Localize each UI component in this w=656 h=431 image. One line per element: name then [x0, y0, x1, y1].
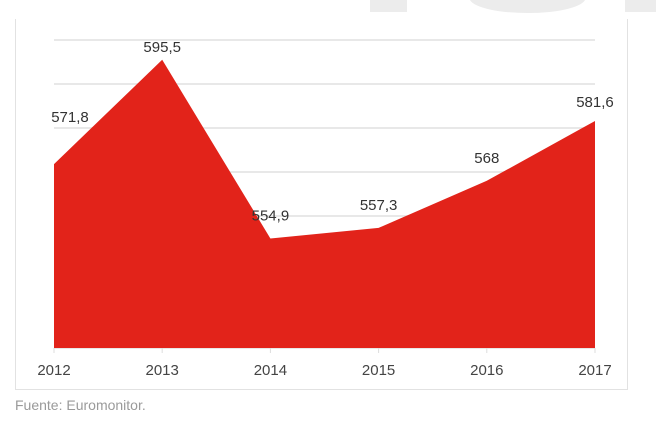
data-label: 581,6 [576, 94, 614, 111]
data-label: 568 [474, 150, 499, 167]
data-label: 554,9 [252, 207, 290, 224]
source-note: Fuente: Euromonitor. [15, 397, 146, 413]
x-tick-label: 2017 [578, 362, 611, 379]
x-tick-label: 2014 [254, 362, 287, 379]
x-tick-label: 2015 [362, 362, 395, 379]
chart-frame [15, 19, 628, 390]
area-chart: 2012 571,8 2013 595,5 2014 554,9 2015 557,3 2016… [37, 39, 614, 379]
watermark-logo [370, 0, 656, 14]
area-series [54, 59, 595, 349]
data-label: 571,8 [51, 109, 89, 126]
x-tick-label: 2013 [146, 362, 179, 379]
x-tick-label: 2016 [470, 362, 503, 379]
x-tick-label: 2012 [37, 362, 70, 379]
data-label: 595,5 [143, 39, 181, 56]
data-label: 557,3 [360, 197, 398, 214]
